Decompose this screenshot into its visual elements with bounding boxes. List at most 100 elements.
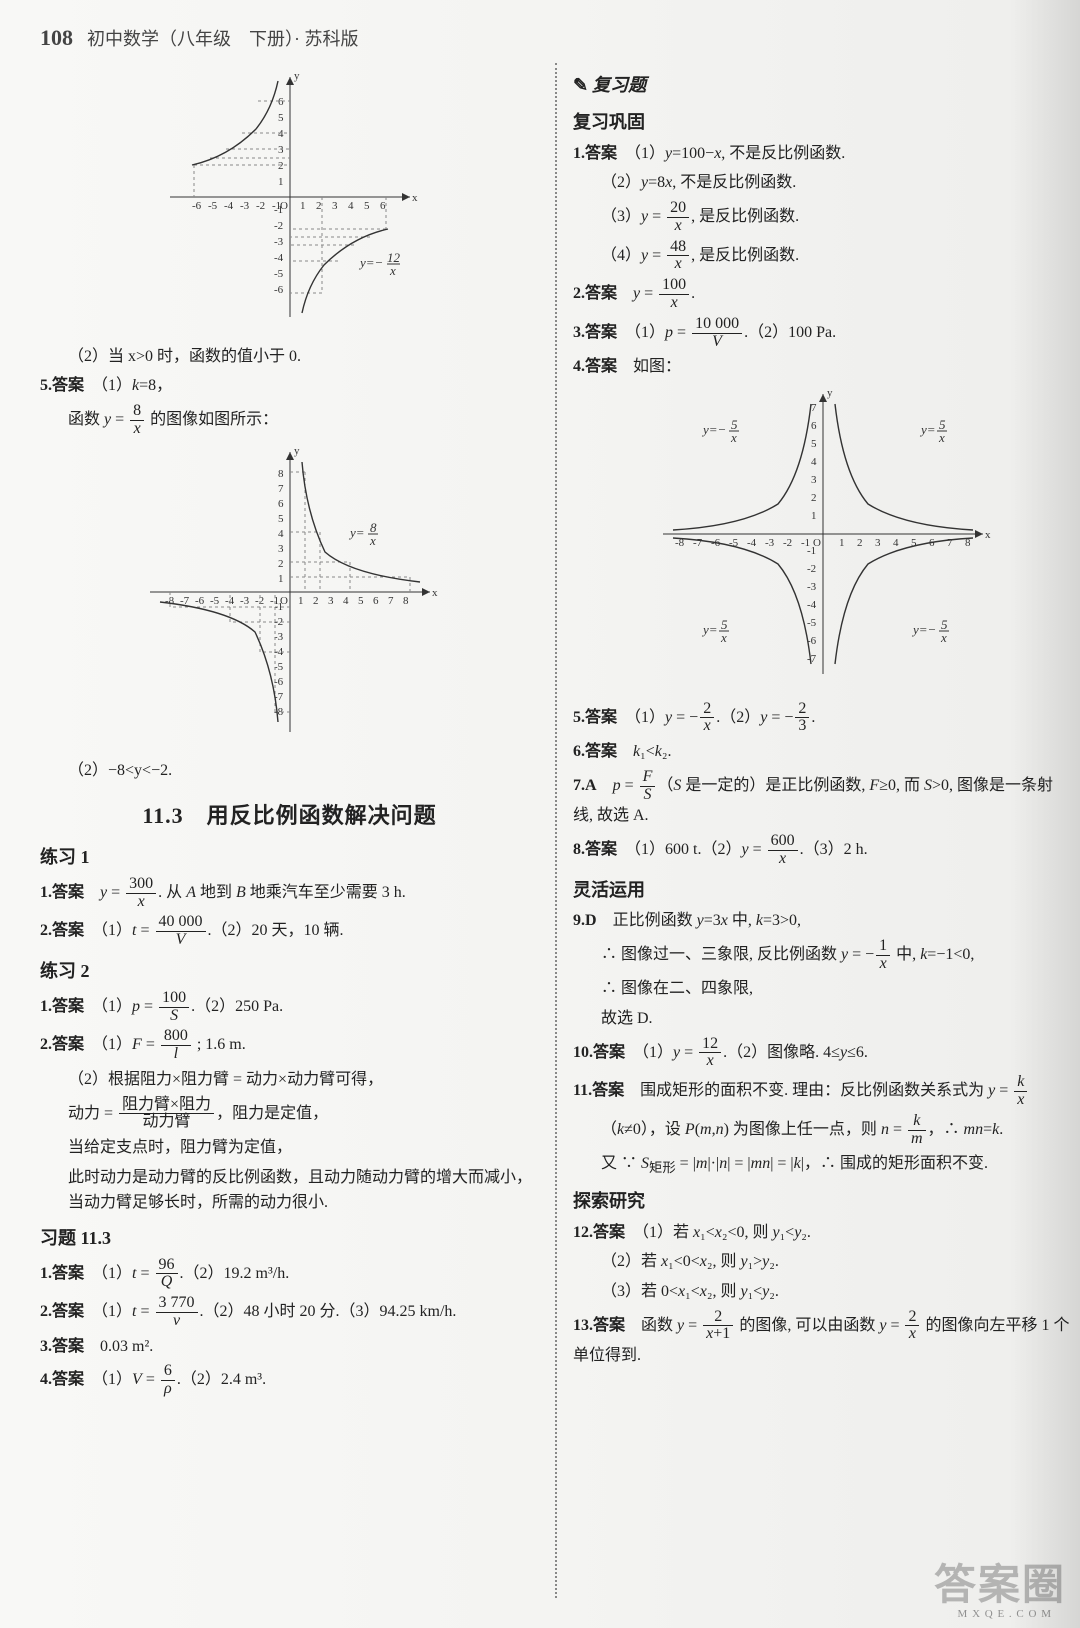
- text-line: 4.答案 如图：: [573, 354, 1072, 380]
- text-line: 此时动力是动力臂的反比例函数，且动力随动力臂的增大而减小，当动力臂足够长时，所需…: [68, 1165, 539, 1216]
- svg-text:1: 1: [839, 537, 845, 549]
- text-line: 2.答案 （1）F = 800l ; 1.6 m.: [40, 1028, 539, 1063]
- svg-text:7: 7: [388, 595, 394, 607]
- svg-text:y=−: y=−: [358, 255, 383, 270]
- text-line: 又 ∵ S矩形 = |m|·|n| = |mn| = |k|，∴ 围成的矩形面积…: [601, 1151, 1072, 1179]
- text-line: （3）若 0<x₁<x₂, 则 y₁<y₂.: [601, 1279, 1072, 1305]
- svg-text:-4: -4: [807, 599, 817, 611]
- text-line: 9.D 正比例函数 y=3x 中, k=3>0,: [573, 908, 1072, 934]
- page-number: 108: [40, 20, 73, 55]
- section-title: 11.3 用反比例函数解决问题: [40, 798, 539, 833]
- text-line: 5.答案 （1）k=8，: [40, 373, 539, 399]
- text-line: 4.答案 （1）V = 6ρ.（2）2.4 m³.: [40, 1363, 539, 1398]
- column-divider: [555, 63, 557, 1598]
- text-line: 12.答案 （1）若 x₁<x₂<0, 则 y₁<y₂.: [573, 1220, 1072, 1246]
- text-line: 动力 = 阻力臂×阻力动力臂，阻力是定值，: [68, 1097, 539, 1132]
- svg-text:x: x: [389, 263, 396, 278]
- svg-text:y=−: y=−: [911, 622, 936, 637]
- text-line: （2）y=8x, 不是反比例函数.: [601, 170, 1072, 196]
- text-line: ∴ 图像在二、四象限,: [601, 976, 1072, 1002]
- svg-text:6: 6: [373, 595, 379, 607]
- left-column: x y O 123 456 -1-2-3 -4-5-6 123 456 -1-2…: [40, 63, 539, 1598]
- text-line: （k≠0），设 P(m,n) 为图像上任一点，则 n = km，∴ mn=k.: [601, 1113, 1072, 1148]
- svg-text:-4: -4: [224, 200, 234, 212]
- text-line: 1.答案 （1）p = 100S.（2）250 Pa.: [40, 990, 539, 1025]
- svg-text:5: 5: [811, 438, 817, 450]
- svg-text:-7: -7: [807, 653, 817, 665]
- svg-text:-5: -5: [807, 617, 817, 629]
- text-line: （3）y = 20x, 是反比例函数.: [601, 200, 1072, 235]
- svg-text:7: 7: [947, 537, 953, 549]
- text-line: （2）−8<y<−2.: [68, 758, 539, 784]
- chart-8-over-x: x y O 1234 5678 -1-2-3-4 -5-6-7-8 1234 5…: [40, 442, 539, 751]
- svg-text:y=−: y=−: [701, 422, 726, 437]
- text-line: 故选 D.: [601, 1006, 1072, 1032]
- svg-text:5: 5: [278, 112, 284, 124]
- svg-text:2: 2: [316, 200, 322, 212]
- svg-text:x: x: [720, 630, 727, 645]
- svg-text:x: x: [412, 192, 418, 204]
- text-line: 6.答案 k₁<k₂.: [573, 739, 1072, 765]
- svg-text:4: 4: [348, 200, 354, 212]
- heading: 探索研究: [573, 1187, 1072, 1216]
- svg-text:y: y: [827, 387, 833, 399]
- review-title: ✎复习题: [573, 71, 1072, 100]
- svg-text:3: 3: [278, 543, 284, 555]
- svg-text:6: 6: [278, 498, 284, 510]
- heading: 复习巩固: [573, 108, 1072, 137]
- svg-text:-5: -5: [210, 595, 220, 607]
- text-line: （2）根据阻力×阻力臂 = 动力×动力臂可得，: [68, 1067, 539, 1093]
- text-line: 2.答案 y = 100x.: [573, 277, 1072, 312]
- pencil-icon: ✎: [573, 71, 588, 100]
- svg-text:5: 5: [911, 537, 917, 549]
- svg-text:5: 5: [364, 200, 370, 212]
- svg-text:y=: y=: [701, 622, 718, 637]
- text-line: （2）若 x₁<0<x₂, 则 y₁>y₂.: [601, 1249, 1072, 1275]
- svg-text:x: x: [432, 587, 438, 599]
- text-line: 7.A p = FS（S 是一定的）是正比例函数, F≥0, 而 S>0, 图像…: [573, 769, 1072, 829]
- text-line: 3.答案 （1）p = 10 000V.（2）100 Pa.: [573, 316, 1072, 351]
- right-column: ✎复习题 复习巩固 1.答案 （1）y=100−x, 不是反比例函数. （2）y…: [573, 63, 1072, 1598]
- text-line: （2）当 x>0 时，函数的值小于 0.: [68, 344, 539, 370]
- svg-text:-3: -3: [807, 581, 817, 593]
- svg-text:2: 2: [278, 160, 284, 172]
- text-line: 当给定支点时，阻力臂为定值，: [68, 1135, 539, 1161]
- svg-text:-5: -5: [208, 200, 218, 212]
- svg-text:2: 2: [278, 558, 284, 570]
- svg-text:-7: -7: [693, 537, 703, 549]
- text-line: ∴ 图像过一、三象限, 反比例函数 y = −1x 中, k=−1<0,: [601, 938, 1072, 973]
- text-line: 3.答案 0.03 m².: [40, 1334, 539, 1360]
- svg-text:-1: -1: [807, 545, 816, 557]
- svg-text:5: 5: [358, 595, 364, 607]
- text-line: （4）y = 48x, 是反比例函数.: [601, 239, 1072, 274]
- text-line: 10.答案 （1）y = 12x.（2）图像略. 4≤y≤6.: [573, 1036, 1072, 1071]
- text-line: 5.答案 （1）y = −2x.（2）y = −23.: [573, 701, 1072, 736]
- svg-text:-3: -3: [240, 200, 250, 212]
- svg-text:-2: -2: [807, 563, 816, 575]
- heading: 习题 11.3: [40, 1224, 539, 1253]
- svg-text:4: 4: [278, 528, 284, 540]
- text-line: 1.答案 （1）y=100−x, 不是反比例函数.: [573, 141, 1072, 167]
- text-line: 2.答案 （1）t = 3 770v.（2）48 小时 20 分.（3）94.2…: [40, 1295, 539, 1330]
- svg-text:y=: y=: [919, 422, 936, 437]
- chart-plus-minus-5-over-x: x y O 1234 5678 -1-2-3-4 -5-6-7-8 1234 5…: [573, 384, 1072, 693]
- svg-text:2: 2: [313, 595, 319, 607]
- svg-text:6: 6: [278, 96, 284, 108]
- text-line: 2.答案 （1）t = 40 000V.（2）20 天，10 辆.: [40, 914, 539, 949]
- svg-text:4: 4: [278, 128, 284, 140]
- book-title: 初中数学（八年级 下册）· 苏科版: [87, 25, 359, 54]
- svg-text:-3: -3: [274, 236, 284, 248]
- svg-text:-2: -2: [274, 220, 283, 232]
- text-line: 13.答案 函数 y = 2x+1 的图像, 可以由函数 y = 2x 的图像向…: [573, 1309, 1072, 1369]
- svg-text:y: y: [294, 70, 300, 82]
- watermark-url: M X Q E . C O M: [958, 1606, 1052, 1624]
- svg-text:-5: -5: [274, 268, 284, 280]
- svg-text:-3: -3: [765, 537, 775, 549]
- svg-text:-6: -6: [195, 595, 205, 607]
- text-line: 8.答案 （1）600 t.（2）y = 600x.（3）2 h.: [573, 833, 1072, 868]
- svg-text:-2: -2: [783, 537, 792, 549]
- svg-text:1: 1: [278, 176, 284, 188]
- svg-text:1: 1: [298, 595, 304, 607]
- svg-text:-4: -4: [747, 537, 757, 549]
- svg-text:-6: -6: [274, 284, 284, 296]
